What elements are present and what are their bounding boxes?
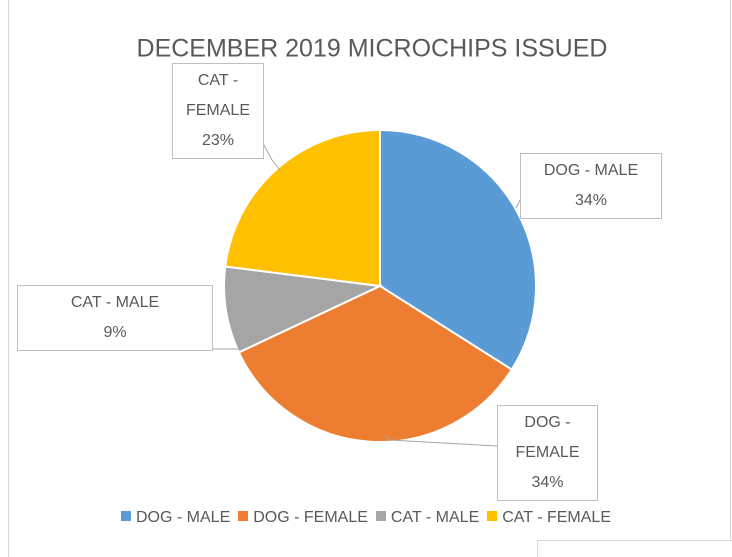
data-label-category: DOG - MALE [543,162,639,179]
data-label: CAT - FEMALE 23% [172,63,264,159]
chart-frame [8,0,731,557]
legend-item: DOG - MALE [121,509,230,527]
data-label-value: 34% [531,474,564,491]
data-label-value: 34% [574,192,608,209]
leader-line [263,144,281,171]
legend-label: DOG - FEMALE [253,509,368,526]
legend-swatch [487,511,498,521]
data-label: DOG - FEMALE 34% [497,405,598,501]
legend-item: DOG - FEMALE [238,509,368,527]
pie-slice [223,265,384,354]
legend-item: CAT - MALE [375,509,480,527]
leader-line [515,199,521,209]
chart-title: DECEMBER 2019 MICROCHIPS ISSUED [137,35,608,63]
legend-swatch [121,511,131,521]
data-label: CAT - MALE 9% [17,285,213,351]
leader-lines [212,144,521,447]
legend: DOG - MALE DOG - FEMALE CAT - MALE CAT - FE… [0,509,732,527]
pie-slice [237,284,514,443]
data-label-category: CAT - FEMALE [185,72,250,119]
data-label-value: 23% [201,132,235,149]
legend-label: CAT - FEMALE [502,509,611,526]
data-label-category: CAT - MALE [70,294,160,311]
legend-item: CAT - FEMALE [487,509,611,527]
leader-line [385,435,498,447]
pie-slice [224,128,381,288]
data-label: DOG - MALE 34% [520,153,662,219]
legend-swatch [375,511,386,521]
legend-swatch [238,511,249,521]
pie [223,128,537,443]
frame-fragment [537,540,732,557]
data-label-value: 9% [103,324,127,341]
legend-label: DOG - MALE [136,509,231,526]
legend-label: CAT - MALE [390,509,480,526]
data-label-category: DOG - FEMALE [515,414,580,461]
